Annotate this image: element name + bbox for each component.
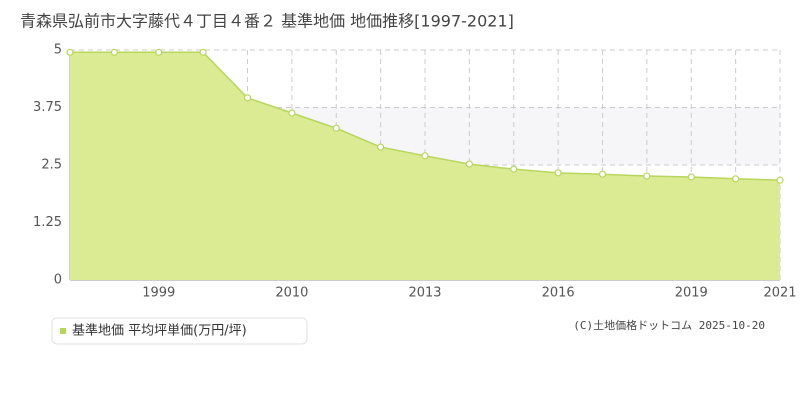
point bbox=[554, 169, 562, 177]
point bbox=[598, 170, 607, 178]
y-tick-label: 3.75 bbox=[33, 100, 62, 115]
point bbox=[776, 176, 784, 184]
point bbox=[510, 165, 518, 173]
point bbox=[332, 124, 340, 132]
x-tick-label: 2013 bbox=[408, 286, 441, 301]
x-tick-label: 2019 bbox=[675, 286, 708, 301]
point bbox=[199, 48, 207, 56]
x-tick-label: 1999 bbox=[142, 286, 175, 301]
point bbox=[377, 143, 385, 151]
legend-label: 基準地価 平均坪単価(万円/坪) bbox=[72, 323, 247, 339]
y-tick-label: 2.5 bbox=[41, 158, 62, 173]
x-tick-label: 2010 bbox=[275, 286, 308, 301]
credit: (C)土地価格ドットコム 2025-10-20 bbox=[573, 318, 765, 332]
point bbox=[66, 48, 74, 56]
point bbox=[421, 152, 429, 160]
legend-marker bbox=[60, 328, 66, 334]
x-tick-label: 2016 bbox=[542, 286, 575, 301]
point bbox=[732, 175, 740, 183]
y-tick-label: 1.25 bbox=[33, 215, 62, 230]
point bbox=[243, 94, 252, 102]
point bbox=[465, 160, 473, 168]
point bbox=[288, 109, 296, 117]
point bbox=[643, 172, 651, 180]
point bbox=[110, 48, 118, 56]
y-tick-label: 0 bbox=[54, 273, 62, 288]
y-tick-label: 5 bbox=[54, 43, 62, 58]
point bbox=[155, 48, 163, 56]
legend-box bbox=[51, 317, 308, 345]
chart-title: 青森県弘前市大字藤代４丁目４番２ 基準地価 地価推移[1997-2021] bbox=[20, 12, 514, 31]
x-tick-label: 2021 bbox=[763, 286, 796, 301]
point bbox=[687, 173, 695, 181]
area bbox=[70, 52, 780, 280]
